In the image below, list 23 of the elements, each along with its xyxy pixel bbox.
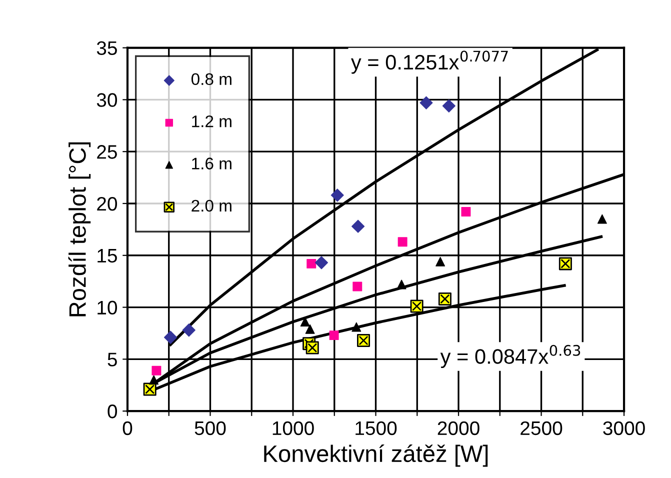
y-tick-label: 10 [98, 300, 118, 315]
x-tick-label: 3000 [603, 421, 645, 436]
x-axis-title: Konvektivní zátěž [W] [264, 444, 488, 467]
x-tick-label: 2000 [438, 421, 480, 436]
x-tick-label: 1500 [356, 421, 397, 436]
y-tick-label: 25 [97, 145, 117, 159]
legend-label: 0.8 m [191, 73, 232, 86]
annotation: y = 0.1251x$^{0.7077}$ [350, 50, 508, 74]
y-axis-title: Rozdíl teplot [°C] [68, 142, 91, 316]
y-tick-label: 15 [98, 249, 117, 263]
legend-label: 1.6 m [192, 158, 232, 170]
y-tick-label: 0 [108, 404, 118, 418]
legend-label: 2.0 m [192, 200, 232, 212]
y-tick-label: 35 [96, 41, 117, 56]
x-tick-label: 0 [122, 421, 132, 436]
x-tick-label: 1000 [272, 421, 314, 436]
y-tick-label: 30 [96, 93, 118, 107]
annotation: y = 0.0847x$^{0.63}$ [440, 344, 580, 368]
y-tick-label: 20 [97, 196, 118, 211]
y-tick-label: 5 [108, 352, 117, 366]
legend-label: 1.2 m [192, 115, 232, 128]
x-tick-label: 500 [194, 421, 226, 436]
x-tick-label: 2500 [520, 421, 562, 436]
